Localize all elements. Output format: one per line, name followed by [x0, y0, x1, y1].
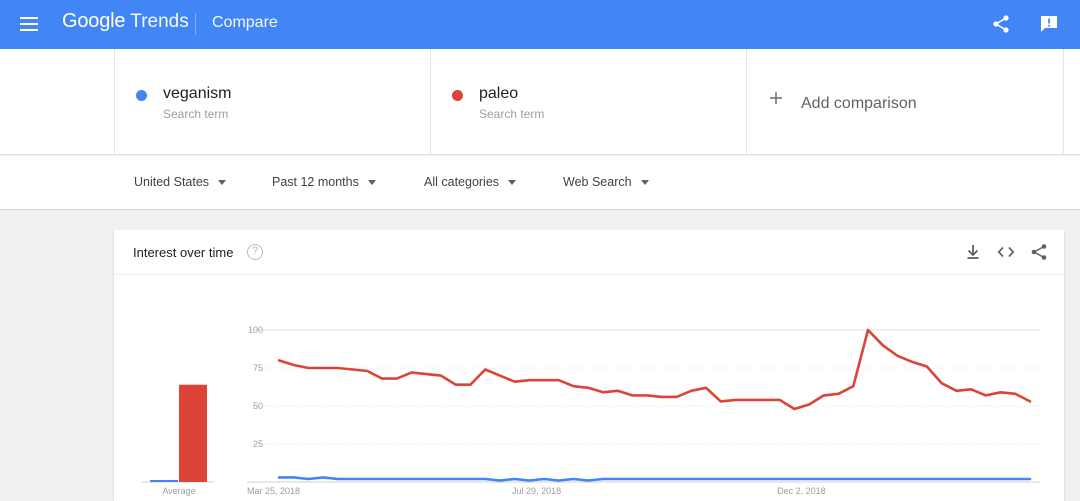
- y-tick-label: 25: [253, 439, 263, 449]
- term-type: Search term: [479, 107, 545, 121]
- average-bar-paleo: [179, 384, 207, 482]
- brand-trends: Trends: [130, 11, 189, 32]
- search-type-filter[interactable]: Web Search: [563, 175, 649, 189]
- category-filter[interactable]: All categories: [424, 175, 517, 189]
- download-icon[interactable]: [964, 243, 982, 261]
- help-icon[interactable]: ?: [247, 244, 263, 260]
- region-filter[interactable]: United States: [134, 175, 227, 189]
- embed-icon[interactable]: [997, 243, 1015, 261]
- dropdown-caret-icon: [640, 179, 649, 185]
- dropdown-caret-icon: [508, 179, 517, 185]
- filter-label: Web Search: [563, 175, 632, 189]
- chart-series: [277, 328, 1032, 482]
- series-line-veganism: [277, 476, 1032, 482]
- search-terms-row: veganism Search term paleo Search term A…: [0, 49, 1080, 155]
- interest-chart: Average 25 50 75 100 Mar 25, 2018 Jul 29, 20…: [142, 325, 1040, 496]
- card-title: Interest over time: [133, 245, 234, 260]
- x-tick-label: Dec 2, 2018: [777, 486, 826, 496]
- term-card-paleo[interactable]: paleo Search term: [430, 49, 746, 155]
- share-icon[interactable]: [991, 14, 1011, 34]
- menu-icon[interactable]: [20, 17, 38, 31]
- term-card-veganism[interactable]: veganism Search term: [114, 49, 430, 155]
- share-icon[interactable]: [1030, 243, 1048, 261]
- brand-google: Google: [62, 10, 126, 32]
- add-comparison-label: Add comparison: [801, 95, 917, 112]
- term-name: paleo: [479, 85, 519, 102]
- plus-icon: [770, 92, 782, 104]
- average-label: Average: [162, 486, 195, 496]
- dropdown-caret-icon: [367, 179, 376, 185]
- interest-over-time-card: Interest over time ? Average 25 50 75 100 M…: [114, 230, 1064, 501]
- filter-label: All categories: [424, 175, 500, 189]
- average-chart: Average: [142, 384, 214, 496]
- chart-gridlines: 25 50 75 100: [247, 325, 1040, 483]
- filter-label: United States: [134, 175, 210, 189]
- y-tick-label: 100: [248, 325, 263, 335]
- filter-label: Past 12 months: [272, 175, 359, 189]
- x-tick-label: Jul 29, 2018: [512, 486, 561, 496]
- y-tick-label: 75: [253, 363, 263, 373]
- feedback-icon[interactable]: [1039, 14, 1059, 34]
- x-tick-label: Mar 25, 2018: [247, 486, 300, 496]
- app-header: Google Trends Compare: [0, 0, 1080, 49]
- average-bar-veganism: [150, 480, 178, 482]
- y-tick-label: 50: [253, 401, 263, 411]
- term-name: veganism: [163, 85, 232, 102]
- x-axis-labels: Mar 25, 2018 Jul 29, 2018 Dec 2, 2018: [247, 486, 826, 496]
- add-comparison-button[interactable]: Add comparison: [746, 49, 1064, 155]
- time-range-filter[interactable]: Past 12 months: [272, 175, 376, 189]
- term-color-dot: [452, 90, 463, 101]
- term-color-dot: [136, 90, 147, 101]
- series-line-paleo: [277, 328, 1032, 411]
- dropdown-caret-icon: [218, 179, 227, 185]
- header-divider: [195, 13, 196, 35]
- google-trends-logo[interactable]: Google Trends: [62, 10, 189, 36]
- term-type: Search term: [163, 107, 229, 121]
- card-header: Interest over time ?: [114, 230, 1064, 275]
- page-title: Compare: [212, 14, 278, 31]
- filters-row: United States Past 12 months All categor…: [0, 156, 1080, 210]
